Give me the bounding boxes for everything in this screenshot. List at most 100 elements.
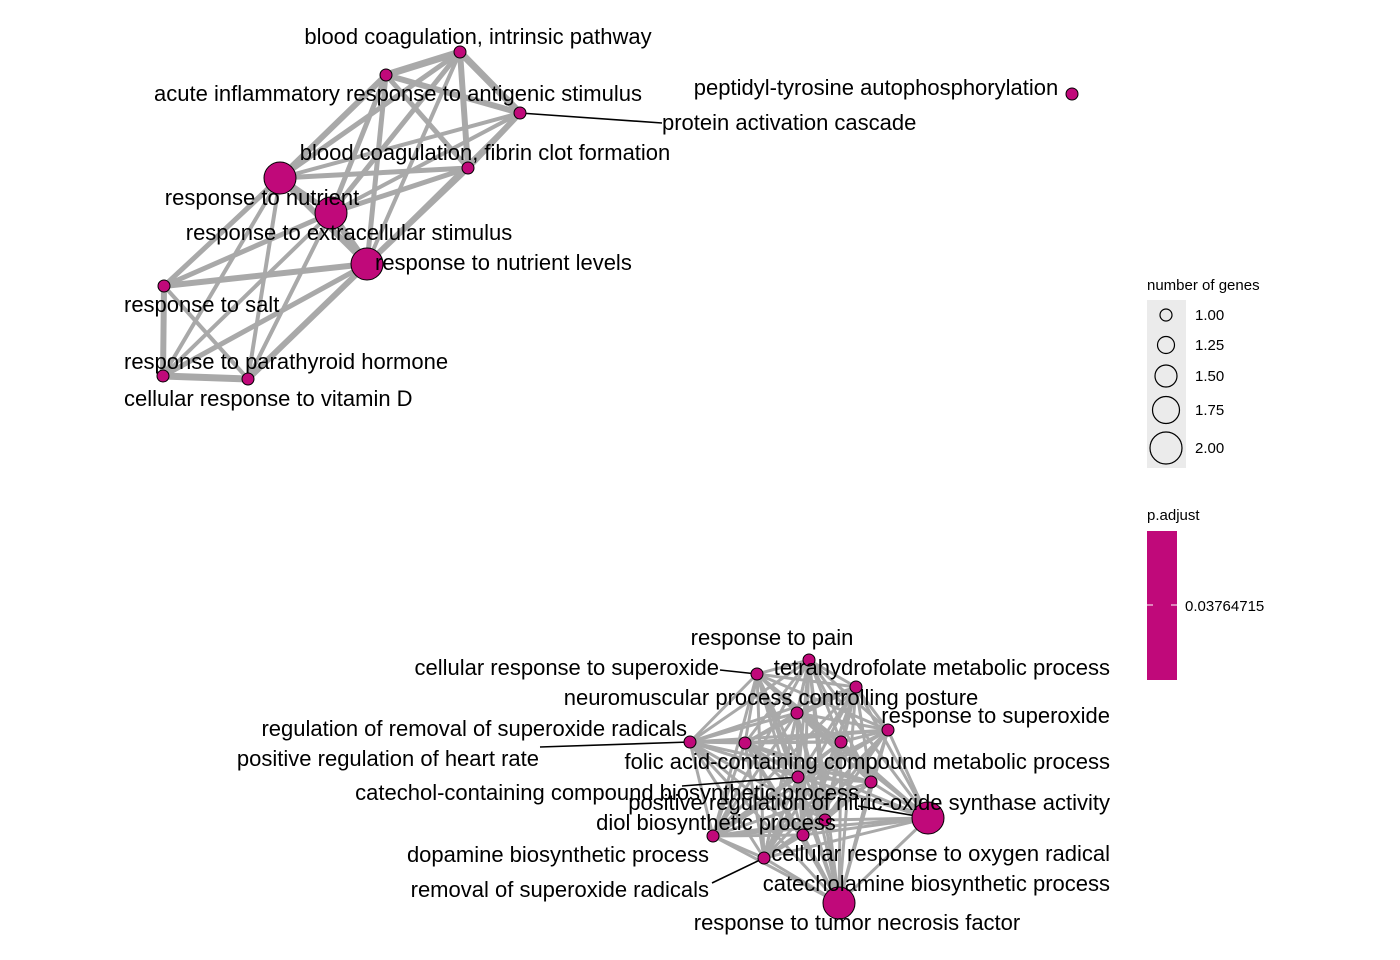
edge-reg_removal-removal bbox=[688, 740, 766, 860]
edge-salt-extracellular bbox=[161, 210, 334, 289]
edge-intrinsic-fibrin bbox=[457, 49, 471, 171]
node-nutrient_levels bbox=[350, 247, 384, 281]
size-legend-key-0 bbox=[1159, 308, 1173, 322]
node-label-catecholamine: catecholamine biosynthetic process bbox=[763, 871, 1110, 896]
node-reg_removal bbox=[683, 735, 697, 749]
edge-acute-protein_act bbox=[383, 72, 523, 116]
node-label-pain: response to pain bbox=[691, 625, 854, 650]
color-legend-title: p.adjust bbox=[1147, 507, 1200, 524]
size-legend: number of genes 1.00 1.25 1.50 1.75 2.00 bbox=[1147, 277, 1260, 468]
node-label-parathyroid: response to parathyroid hormone bbox=[124, 349, 448, 374]
edge-parathyroid-nutrient bbox=[161, 176, 282, 378]
edge-catechol_bio-diol bbox=[796, 775, 873, 784]
edge-diol-tnf bbox=[837, 780, 873, 905]
edge-folic-tnf bbox=[837, 740, 843, 905]
node-labels: blood coagulation, intrinsic pathway acut… bbox=[124, 24, 1110, 935]
edge-pos_heart-removal bbox=[743, 741, 766, 860]
node-label-fibrin: blood coagulation, fibrin clot formation bbox=[300, 140, 671, 165]
edge-reg_removal-cell_oxygen bbox=[688, 740, 805, 837]
edge-catechol_bio-pos_no bbox=[796, 775, 930, 820]
size-legend-key-1 bbox=[1156, 335, 1176, 355]
node-label-resp_superoxide: response to superoxide bbox=[881, 703, 1110, 728]
edge-protein_act-nutrient bbox=[278, 111, 522, 180]
color-legend-label: 0.03764715 bbox=[1185, 598, 1264, 615]
edge-resp_superoxide-cell_oxygen bbox=[801, 728, 890, 837]
node-label-peptidyl: peptidyl-tyrosine autophosphorylation bbox=[694, 75, 1058, 100]
edge-diol-dopamine bbox=[711, 780, 873, 838]
edge-vitd-nutrient bbox=[246, 176, 282, 381]
leader-line-protein_act bbox=[519, 112, 663, 124]
edge-cell_superoxide-thf bbox=[755, 672, 858, 689]
node-pos_heart bbox=[738, 736, 752, 750]
node-label-nutrient_levels: response to nutrient levels bbox=[375, 250, 632, 275]
edge-folic-removal bbox=[762, 740, 843, 860]
node-vitd bbox=[241, 372, 255, 386]
edge-removal-catecholamine bbox=[762, 818, 827, 860]
node-label-folic: folic acid-containing compound metabolic… bbox=[625, 749, 1110, 774]
node-catecholamine bbox=[818, 813, 832, 827]
node-thf bbox=[849, 680, 863, 694]
node-diol bbox=[864, 775, 878, 789]
edge-neuromuscular-dopamine bbox=[711, 711, 799, 838]
node-label-cell_oxygen: cellular response to oxygen radical bbox=[771, 841, 1110, 866]
node-label-acute: acute inflammatory response to antigenic… bbox=[154, 81, 642, 106]
edge-salt-parathyroid bbox=[160, 283, 167, 379]
edge-dopamine-catecholamine bbox=[711, 818, 827, 838]
edge-catechol_bio-dopamine bbox=[711, 775, 800, 838]
edge-parathyroid-extracellular bbox=[161, 211, 333, 378]
node-pos_no bbox=[911, 801, 945, 835]
edge-folic-cell_oxygen bbox=[801, 740, 843, 837]
edge-pos_heart-dopamine bbox=[711, 741, 747, 838]
leader-line-catechol_bio bbox=[681, 776, 799, 787]
node-peptidyl bbox=[1065, 87, 1079, 101]
edge-parathyroid-vitd bbox=[159, 372, 252, 383]
edge-pain-thf bbox=[807, 658, 858, 689]
edge-intrinsic-acute bbox=[382, 48, 464, 79]
edge-reg_removal-catecholamine bbox=[688, 740, 827, 822]
edge-folic-catecholamine bbox=[823, 740, 843, 822]
edge-folic-pos_no bbox=[839, 740, 930, 820]
node-label-cell_superoxide: cellular response to superoxide bbox=[414, 655, 719, 680]
edge-fibrin-nutrient_levels bbox=[364, 165, 471, 267]
node-label-neuromuscular: neuromuscular process controlling postur… bbox=[564, 685, 979, 710]
edge-pos_no-catecholamine bbox=[823, 816, 930, 822]
edge-catechol_bio-removal bbox=[762, 775, 800, 860]
edge-resp_superoxide-catecholamine bbox=[823, 728, 890, 822]
leader-line-reg_removal bbox=[539, 741, 691, 748]
node-label-protein_act: protein activation cascade bbox=[662, 110, 916, 135]
edge-pos_no-tnf bbox=[837, 816, 930, 905]
edge-cell_superoxide-reg_removal bbox=[688, 672, 759, 744]
node-resp_superoxide bbox=[881, 723, 895, 737]
edge-neuromuscular-reg_removal bbox=[688, 711, 799, 744]
node-intrinsic bbox=[453, 45, 467, 59]
color-legend: p.adjust 0.03764715 bbox=[1147, 507, 1264, 680]
edge-vitd-nutrient_levels bbox=[245, 261, 370, 382]
edge-dopamine-cell_oxygen bbox=[711, 833, 805, 838]
edge-pos_heart-diol bbox=[743, 741, 873, 784]
edge-acute-fibrin bbox=[383, 72, 471, 171]
node-label-thf: tetrahydrofolate metabolic process bbox=[774, 655, 1110, 680]
size-legend-label-1: 1.25 bbox=[1195, 337, 1224, 354]
node-catechol_bio bbox=[791, 770, 805, 784]
edge-thf-pos_no bbox=[854, 685, 930, 820]
node-label-removal: removal of superoxide radicals bbox=[411, 877, 709, 902]
edge-thf-reg_removal bbox=[688, 685, 858, 744]
size-legend-title: number of genes bbox=[1147, 277, 1260, 294]
node-acute bbox=[379, 68, 393, 82]
node-neuromuscular bbox=[790, 706, 804, 720]
node-nutrient bbox=[263, 161, 297, 195]
node-label-intrinsic: blood coagulation, intrinsic pathway bbox=[304, 24, 651, 49]
node-label-reg_removal: regulation of removal of superoxide radi… bbox=[261, 716, 687, 741]
node-tnf bbox=[822, 886, 856, 920]
edge-pain-cell_superoxide bbox=[755, 658, 811, 676]
node-label-tnf: response to tumor necrosis factor bbox=[694, 910, 1020, 935]
node-cell_superoxide bbox=[750, 667, 764, 681]
size-legend-label-4: 2.00 bbox=[1195, 440, 1224, 457]
edge-pos_heart-catechol_bio bbox=[743, 741, 800, 779]
network-nodes bbox=[156, 45, 1079, 920]
node-label-pos_heart: positive regulation of heart rate bbox=[237, 746, 539, 771]
edge-resp_superoxide-folic bbox=[839, 728, 890, 744]
leader-line-removal bbox=[711, 857, 765, 884]
node-removal bbox=[757, 851, 771, 865]
size-legend-label-0: 1.00 bbox=[1195, 307, 1224, 324]
